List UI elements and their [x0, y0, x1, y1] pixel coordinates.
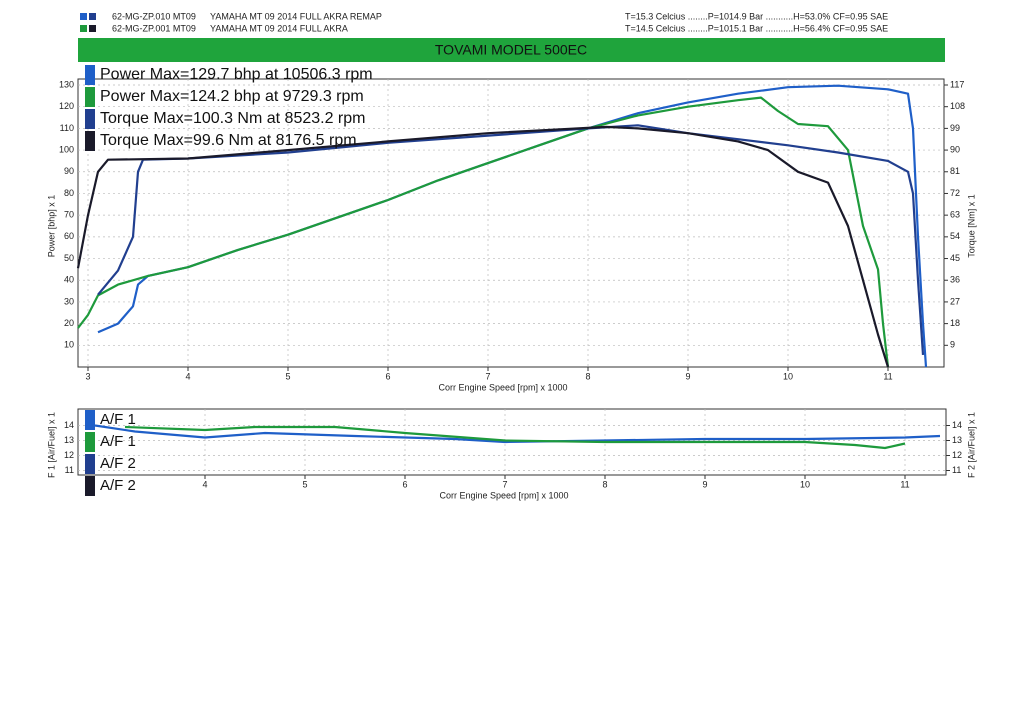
run-swatch: [89, 25, 96, 32]
x-tick-label: 7: [485, 371, 490, 381]
y2-axis-label: Torque [Nm] x 1: [966, 194, 976, 258]
x-tick-label: 7: [502, 479, 507, 489]
y2-tick-label: 99: [950, 123, 960, 133]
x-tick-label: 4: [202, 479, 207, 489]
y2-tick-label: 18: [950, 318, 960, 328]
y2-tick-label: 9: [950, 340, 955, 350]
run-description: YAMAHA MT 09 2014 FULL AKRA REMAP: [210, 11, 382, 21]
x-tick-label: 6: [402, 479, 407, 489]
y-tick-label: 90: [64, 166, 74, 176]
y2-tick-label: 72: [950, 188, 960, 198]
legend-swatch: [85, 410, 95, 430]
run-swatch: [80, 25, 87, 32]
x-tick-label: 10: [800, 479, 810, 489]
run-conditions: T=15.3 Celcius ........P=1014.9 Bar ....…: [625, 11, 888, 21]
legend-label: Torque Max=99.6 Nm at 8176.5 rpm: [100, 132, 357, 149]
run-id: 62-MG-ZP.001 MT09: [112, 23, 196, 33]
x-tick-label: 5: [302, 479, 307, 489]
x-tick-label: 9: [685, 371, 690, 381]
x-tick-label: 10: [783, 371, 793, 381]
legend-swatch: [85, 454, 95, 474]
x-tick-label: 9: [702, 479, 707, 489]
x-tick-label: 11: [900, 479, 909, 489]
y-tick-label: 30: [64, 296, 74, 306]
y2-tick-label: 13: [952, 435, 962, 445]
x-tick-label: 5: [285, 371, 290, 381]
legend-label: Power Max=124.2 bhp at 9729.3 rpm: [100, 88, 364, 105]
y2-tick-label: 90: [950, 144, 960, 154]
plot-frame: [77, 408, 947, 476]
x-tick-label: 6: [385, 371, 390, 381]
y2-tick-label: 81: [950, 166, 960, 176]
legend-label: A/F 2: [100, 477, 136, 494]
legend-swatch: [85, 87, 95, 107]
y-tick-label: 70: [64, 210, 74, 220]
y2-tick-label: 12: [952, 450, 962, 460]
y-tick-label: 80: [64, 188, 74, 198]
x-tick-label: 11: [883, 371, 892, 381]
y2-tick-label: 45: [950, 253, 960, 263]
y2-tick-label: 54: [950, 231, 960, 241]
y2-tick-label: 36: [950, 275, 960, 285]
y-tick-label: 12: [64, 450, 74, 460]
y-tick-label: 14: [64, 420, 74, 430]
legend-label: Power Max=129.7 bhp at 10506.3 rpm: [100, 66, 373, 83]
x-tick-label: 8: [602, 479, 607, 489]
x-tick-label: 8: [585, 371, 590, 381]
legend-label: Torque Max=100.3 Nm at 8523.2 rpm: [100, 110, 365, 127]
y2-tick-label: 108: [950, 101, 965, 111]
run-id: 62-MG-ZP.010 MT09: [112, 11, 196, 21]
y-tick-label: 100: [59, 144, 74, 154]
plot-frame: [77, 78, 945, 368]
y2-tick-label: 14: [952, 420, 962, 430]
series-line: [77, 96, 890, 368]
series-line: [76, 125, 890, 368]
y-tick-label: 130: [59, 79, 74, 89]
y2-tick-label: 27: [950, 296, 960, 306]
series-line: [124, 425, 906, 450]
y-tick-label: 110: [60, 123, 74, 133]
y2-axis-label: F 2 [Air/Fuel] x 1: [966, 412, 976, 478]
y-axis-label: F 1 [Air/Fuel] x 1: [46, 412, 56, 478]
legend-swatch: [85, 432, 95, 452]
legend-swatch: [85, 109, 95, 129]
x-axis-label: Corr Engine Speed [rpm] x 1000: [439, 490, 568, 500]
legend-label: A/F 1: [100, 433, 136, 450]
sheet-title: TOVAMI MODEL 500EC: [435, 42, 587, 58]
run-swatch: [89, 13, 96, 20]
x-tick-label: 3: [85, 371, 90, 381]
y-axis-label: Power [bhp] x 1: [46, 195, 56, 258]
legend-label: A/F 1: [100, 411, 136, 428]
y-tick-label: 120: [59, 101, 74, 111]
y2-tick-label: 11: [952, 465, 961, 475]
legend-label: A/F 2: [100, 455, 136, 472]
y-tick-label: 50: [64, 253, 74, 263]
legend-swatch: [85, 476, 95, 496]
y2-tick-label: 63: [950, 210, 960, 220]
y-tick-label: 20: [64, 318, 74, 328]
x-axis-label: Corr Engine Speed [rpm] x 1000: [438, 382, 567, 392]
legend-swatch: [85, 65, 95, 85]
y-tick-label: 11: [65, 465, 74, 475]
y-tick-label: 13: [64, 435, 74, 445]
series-line: [94, 424, 941, 444]
y-tick-label: 60: [64, 231, 74, 241]
title-bar: [78, 38, 945, 62]
run-conditions: T=14.5 Celcius ........P=1015.1 Bar ....…: [625, 23, 888, 33]
y2-tick-label: 117: [950, 79, 964, 89]
x-tick-label: 4: [185, 371, 190, 381]
y-tick-label: 10: [64, 340, 74, 350]
y-tick-label: 40: [64, 275, 74, 285]
run-swatch: [80, 13, 87, 20]
legend-swatch: [85, 131, 95, 151]
run-description: YAMAHA MT 09 2014 FULL AKRA: [210, 23, 348, 33]
